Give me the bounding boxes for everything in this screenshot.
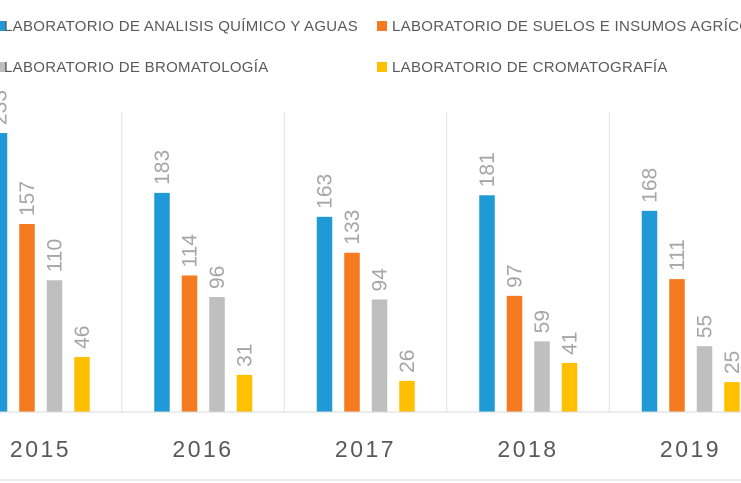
data-label-2018-series-3: 59: [531, 310, 554, 333]
category-separators: [121, 112, 610, 412]
data-label-2017-series-2: 133: [341, 210, 364, 245]
data-label-2019-series-1: 168: [639, 168, 662, 203]
bar-2018-series-3: [534, 341, 550, 412]
bar-2017-series-3: [371, 299, 388, 412]
bars: [0, 133, 740, 412]
data-label-2018-series-2: 97: [504, 264, 527, 287]
data-label-2015-series-3: 110: [44, 239, 67, 272]
bar-2019-series-4: [724, 382, 740, 412]
data-label-2016-series-4: 31: [234, 344, 257, 367]
legend-label-2: LABORATORIO DE SUELOS E INSUMOS AGRÍCOLA…: [392, 18, 741, 35]
bar-2015-series-1: [0, 133, 8, 412]
bar-2018-series-2: [506, 295, 523, 412]
data-label-2017-series-3: 94: [369, 268, 392, 292]
legend-swatch-3: [0, 62, 6, 72]
legend-swatch-2: [377, 21, 387, 31]
legend: LABORATORIO DE ANALISIS QUÍMICO Y AGUAS L…: [0, 18, 741, 76]
data-label-2017-series-1: 163: [314, 174, 337, 209]
legend-swatch-4: [377, 62, 387, 72]
bar-2017-series-4: [399, 380, 415, 412]
data-label-2019-series-4: 25: [721, 351, 741, 374]
data-label-2019-series-2: 111: [666, 239, 689, 271]
data-label-2016-series-2: 114: [179, 234, 202, 268]
data-label-2017-series-4: 26: [396, 350, 419, 373]
category-label-2015: 2015: [10, 436, 71, 462]
data-label-2016-series-1: 183: [151, 150, 174, 185]
legend-label-1: LABORATORIO DE ANALISIS QUÍMICO Y AGUAS: [4, 18, 358, 35]
bar-2017-series-1: [316, 216, 333, 412]
bar-2016-series-3: [209, 297, 225, 412]
category-labels: 2015 2016 2017 2018 2019: [10, 436, 721, 462]
category-label-2016: 2016: [172, 436, 233, 462]
data-label-2016-series-3: 96: [206, 266, 229, 289]
category-label-2017: 2017: [335, 436, 396, 462]
category-label-2019: 2019: [660, 436, 721, 462]
data-label-2015-series-4: 46: [71, 326, 94, 349]
bar-2019-series-1: [641, 210, 658, 412]
bar-2015-series-3: [46, 280, 63, 412]
bar-2016-series-2: [181, 275, 198, 412]
legend-swatch-1: [0, 21, 6, 31]
data-label-2015-series-1: 233: [0, 90, 12, 125]
legend-label-3: LABORATORIO DE BROMATOLOGÍA: [4, 59, 269, 76]
bar-2017-series-2: [344, 252, 360, 412]
bar-2015-series-2: [19, 224, 35, 412]
bar-2015-series-4: [74, 356, 90, 412]
bar-2019-series-2: [669, 279, 685, 412]
category-label-2018: 2018: [497, 436, 558, 462]
data-label-2015-series-2: 157: [16, 181, 39, 216]
data-label-2018-series-4: 41: [559, 332, 582, 355]
bar-2019-series-3: [696, 346, 713, 412]
legend-label-4: LABORATORIO DE CROMATOGRAFÍA: [392, 59, 668, 76]
bar-2018-series-1: [479, 195, 495, 412]
bar-2018-series-4: [561, 362, 578, 412]
bar-2016-series-1: [154, 192, 170, 412]
data-label-2019-series-3: 55: [694, 315, 717, 338]
bar-2016-series-4: [236, 374, 253, 412]
data-label-2018-series-1: 181: [476, 152, 499, 187]
